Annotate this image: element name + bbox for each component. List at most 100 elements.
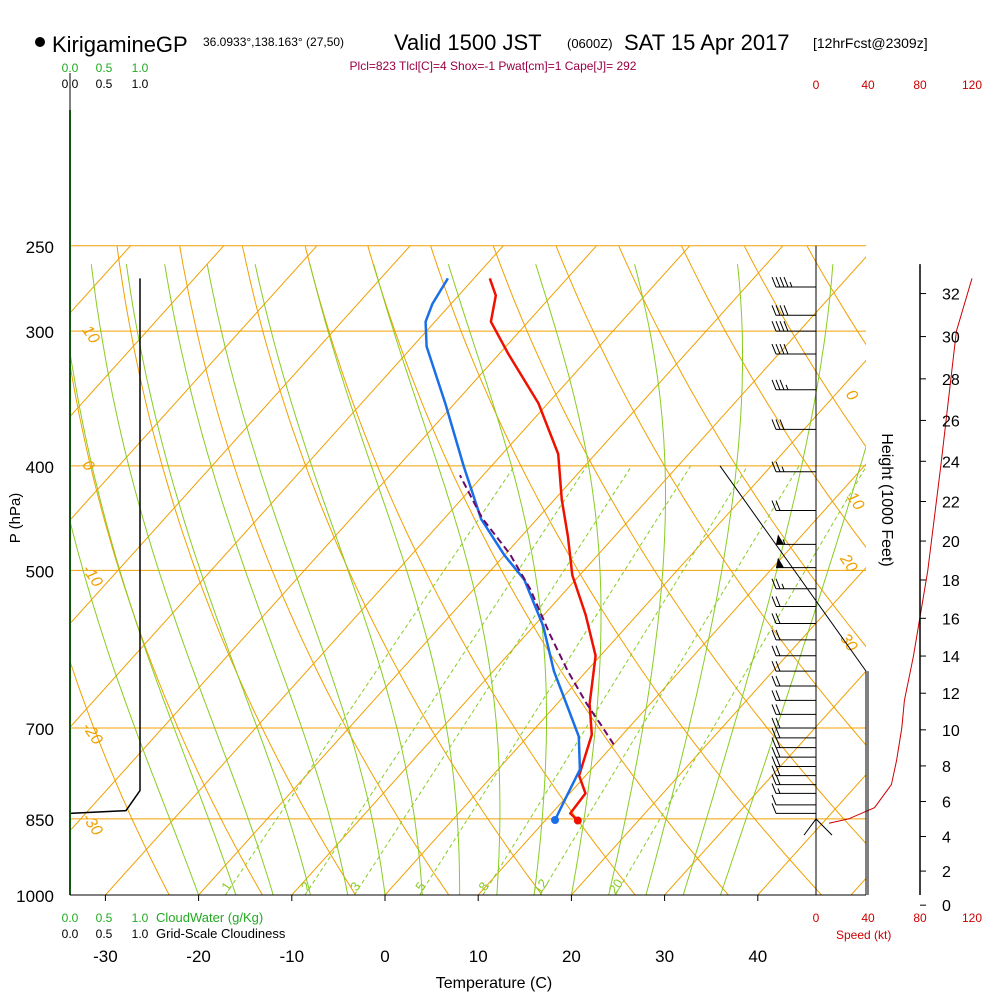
wind-barb xyxy=(771,419,816,430)
wind-barb-full xyxy=(783,320,789,332)
wind-barb-full xyxy=(775,276,781,288)
wind-barb-full xyxy=(779,379,785,390)
wind-barb-full xyxy=(775,578,781,589)
wind-barb-full xyxy=(771,461,777,472)
speed-tick-top: 120 xyxy=(962,78,982,92)
wind-barb-half xyxy=(781,583,785,589)
pressure-tick-label: 1000 xyxy=(16,887,54,906)
wind-barb xyxy=(771,645,816,657)
isotherm-label: -30 xyxy=(78,810,105,839)
mixing-ratio-line xyxy=(224,465,515,895)
valid-time: Valid 1500 JST xyxy=(394,30,542,55)
wind-barb xyxy=(771,737,816,749)
speed-tick-bottom: 120 xyxy=(962,911,982,925)
wind-barb-pennant xyxy=(776,557,784,568)
dry-adiabat-line xyxy=(870,246,1000,895)
wind-barb xyxy=(771,343,816,355)
wind-barb-full xyxy=(775,320,781,332)
wind-barb-half xyxy=(781,466,785,472)
wind-barb-full xyxy=(771,596,777,607)
isotherm-label: 20 xyxy=(836,551,861,576)
wind-barb-full xyxy=(771,419,777,430)
mixing-ratio-label: 8 xyxy=(475,879,491,894)
wind-barb-full xyxy=(775,690,781,701)
wind-barb xyxy=(771,613,816,624)
wind-barb xyxy=(771,320,816,332)
wind-barb xyxy=(771,765,816,777)
isotherm-label: 0 xyxy=(78,457,97,474)
surface-wind-barb-staff-2 xyxy=(803,818,817,836)
moist-adiabat-line xyxy=(682,264,834,895)
wind-barb-full xyxy=(775,660,781,672)
wind-barb xyxy=(771,305,816,316)
height-tick-label: 32 xyxy=(942,287,960,304)
cloudiness-tick-top: 1.0 xyxy=(132,77,149,91)
wind-barb-full xyxy=(771,379,777,390)
wind-barb-full xyxy=(771,320,777,332)
isotherm-label: -20 xyxy=(78,719,105,748)
mixing-ratio-line xyxy=(353,465,633,895)
wind-barb xyxy=(771,276,816,288)
temperature-tick-label: 30 xyxy=(655,947,674,966)
dry-adiabat-line xyxy=(179,245,450,895)
wind-barb-full xyxy=(783,276,789,288)
valid-zulu: (0600Z) xyxy=(567,36,613,51)
sounding-indices: Plcl=823 Tlcl[C]=4 Shox=-1 Pwat[cm]=1 Ca… xyxy=(350,59,637,73)
height-tick-label: 28 xyxy=(942,372,960,389)
cloudiness-tick-bottom: 0.5 xyxy=(96,927,113,941)
temperature-tick-label: -20 xyxy=(186,947,211,966)
surface-wind-barb-staff xyxy=(815,818,833,836)
wind-barb-full xyxy=(775,756,781,767)
wind-barb-full xyxy=(775,746,781,758)
pressure-tick-label: 400 xyxy=(26,458,54,477)
wind-barb-full xyxy=(771,500,777,511)
wind-barb-full xyxy=(771,578,777,589)
isotherm-label: 10 xyxy=(78,323,102,347)
wind-barb xyxy=(771,756,816,767)
temperature-tick-label: -10 xyxy=(280,947,305,966)
temperature-tick-label: 20 xyxy=(562,947,581,966)
moist-adiabat-line xyxy=(125,264,311,895)
wind-barb-full xyxy=(771,794,777,806)
station-name: KirigamineGP xyxy=(52,32,188,57)
cloudwater-tick-top: 0.5 xyxy=(96,61,113,75)
wind-barb-pennant xyxy=(776,534,784,545)
wind-barb-full xyxy=(775,675,781,687)
wind-barb xyxy=(771,717,816,729)
mixing-ratio-label: 2 xyxy=(298,879,314,894)
cloudiness-label: Grid-Scale Cloudiness xyxy=(156,926,286,941)
wind-barb-full xyxy=(771,765,777,776)
wind-barb-full xyxy=(771,305,777,316)
height-tick-label: 26 xyxy=(942,413,960,430)
dry-adiabat-line xyxy=(555,245,866,746)
height-tick-label: 6 xyxy=(942,794,951,811)
cloudwater-tick-top: 1.0 xyxy=(132,61,149,75)
isotherm-line xyxy=(198,245,784,895)
dry-adiabat-line xyxy=(430,245,822,895)
cloudwater-tick-bottom: 1.0 xyxy=(132,911,149,925)
cloudwater-tick-bottom: 0.5 xyxy=(96,911,113,925)
series-temperature-surface-point xyxy=(573,816,582,825)
cloudiness-profile-line xyxy=(69,278,141,895)
cloudwater-label: CloudWater (g/Kg) xyxy=(156,910,263,925)
moist-adiabat-line xyxy=(70,519,200,895)
wind-barb-full xyxy=(771,737,777,748)
wind-barb xyxy=(771,746,816,758)
isotherm-line xyxy=(70,245,225,418)
wind-barb xyxy=(771,675,816,687)
dry-adiabat-line xyxy=(743,245,866,448)
wind-barb-full xyxy=(771,717,777,729)
wind-barb-full xyxy=(775,613,781,624)
height-tick-label: 24 xyxy=(942,454,960,471)
series-dewpoint-line xyxy=(424,277,582,821)
wind-barb-full xyxy=(779,305,785,316)
wind-barb xyxy=(776,534,816,545)
height-tick-label: 10 xyxy=(942,723,960,740)
wind-barb xyxy=(771,783,816,794)
wind-barb-full xyxy=(775,419,781,430)
wind-barb xyxy=(771,629,816,641)
station-dot-icon xyxy=(35,37,45,47)
height-tick-label: 14 xyxy=(942,649,960,666)
pressure-tick-label: 500 xyxy=(26,562,54,581)
wind-barb xyxy=(771,500,816,512)
